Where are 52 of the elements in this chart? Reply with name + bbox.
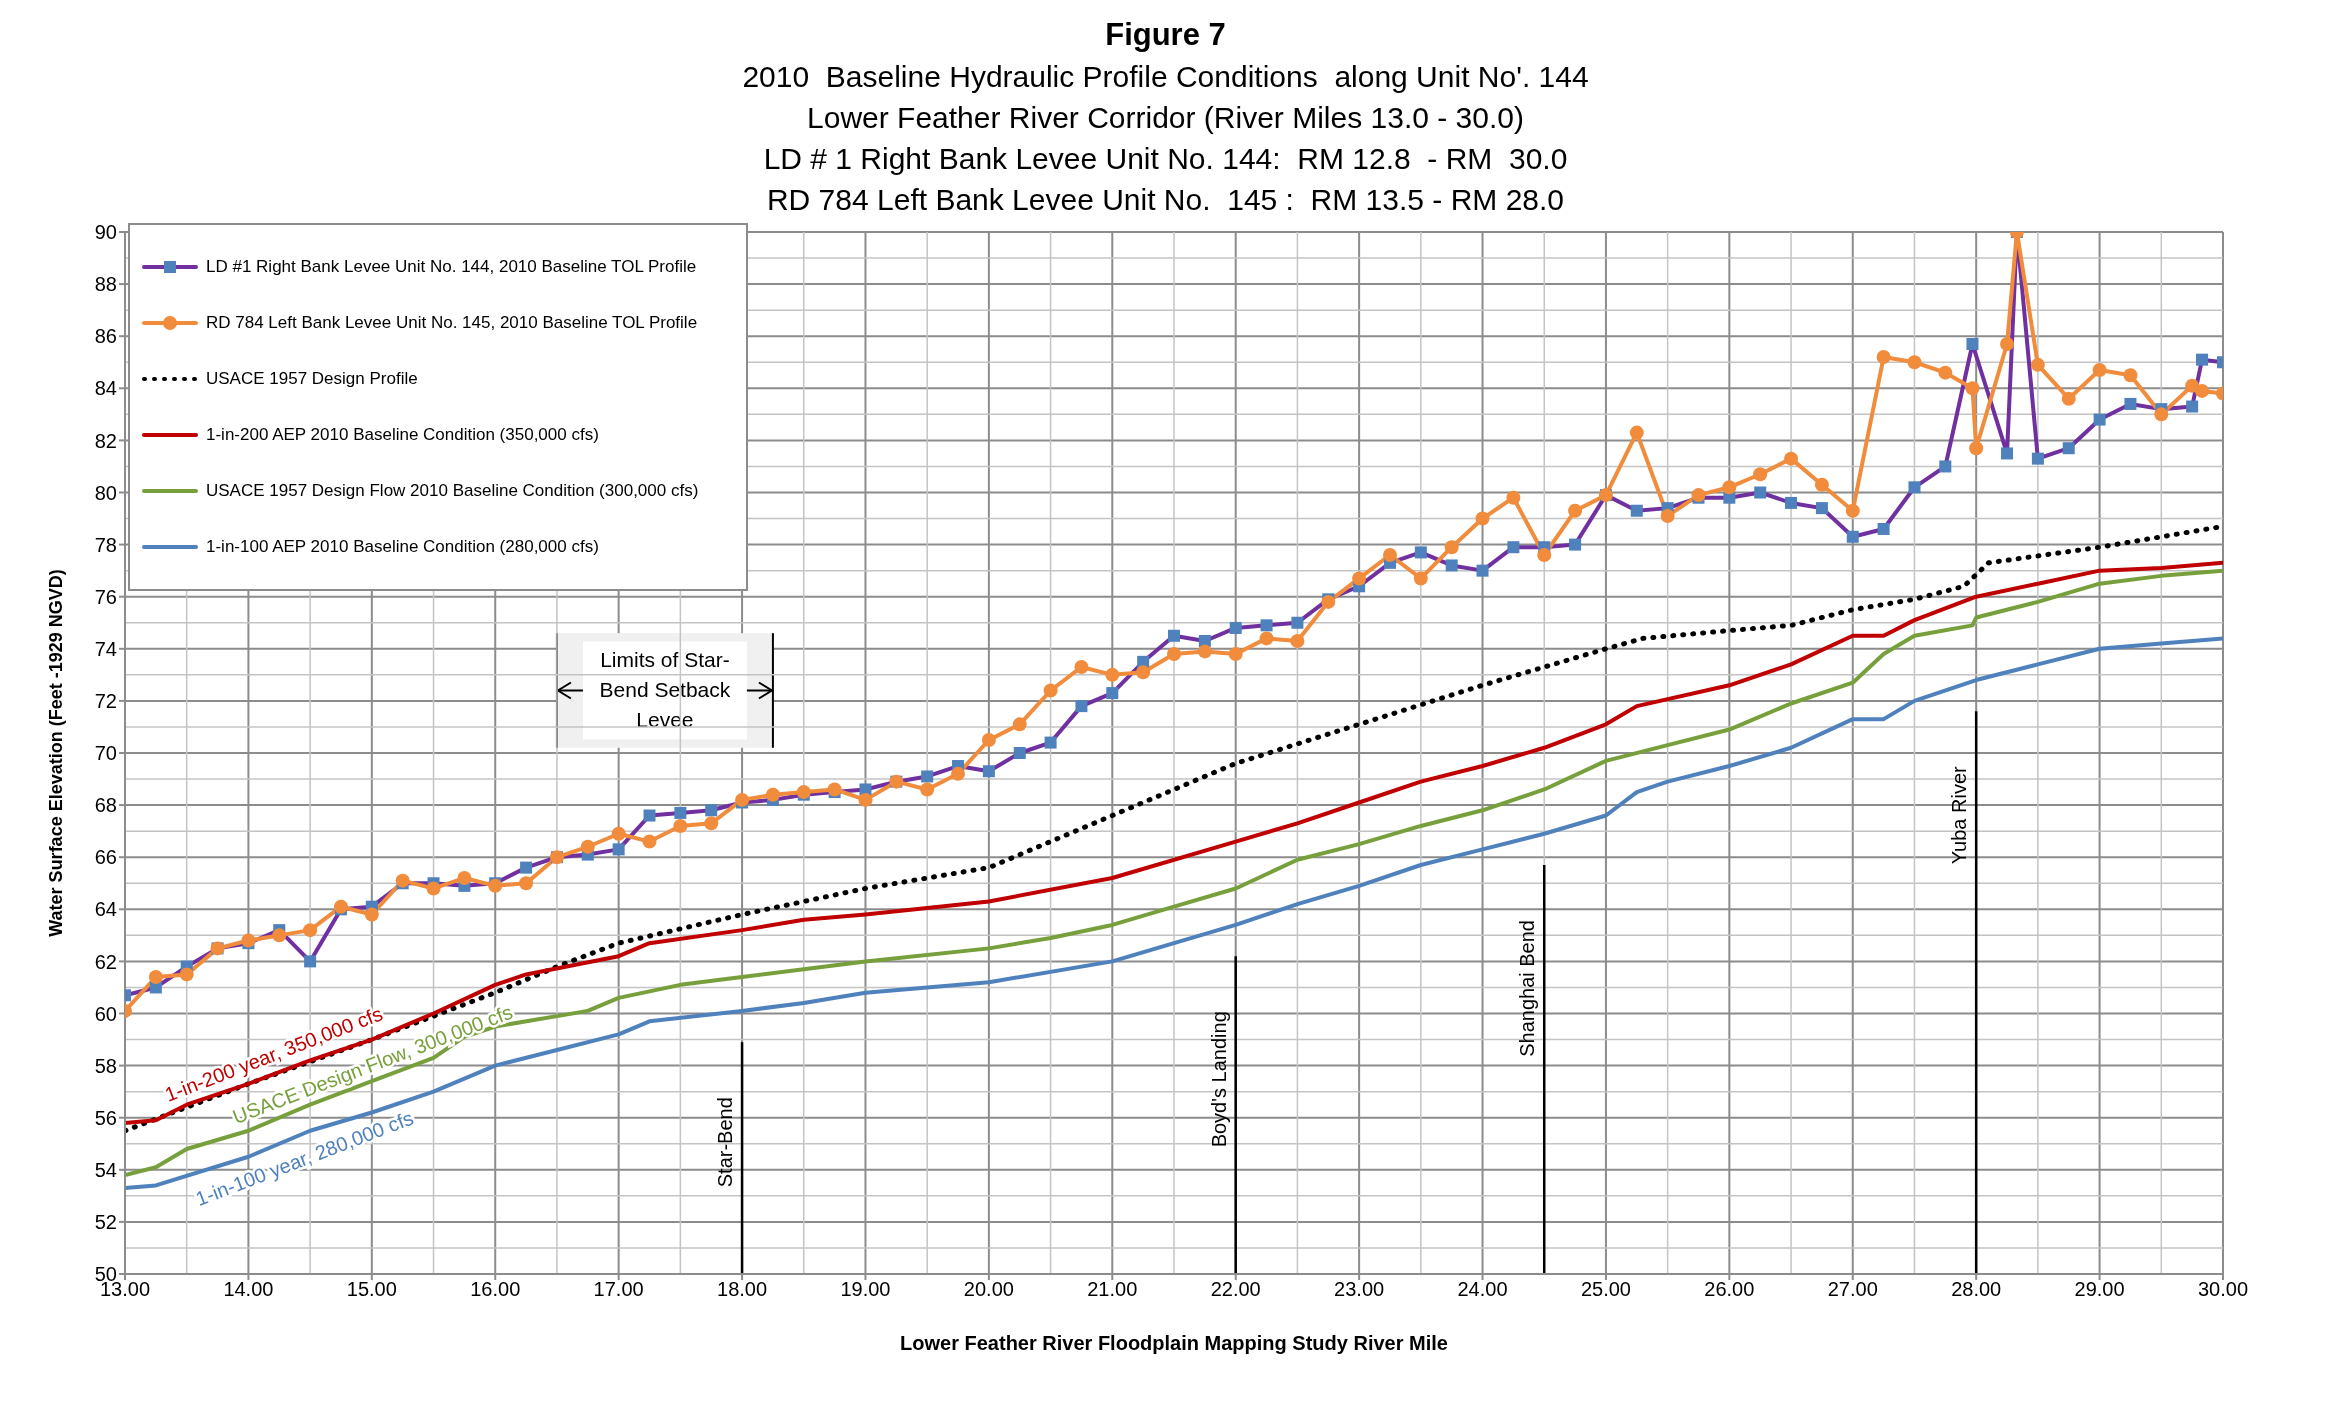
x-tick-label: 28.00: [1951, 1278, 2002, 1301]
legend-label: 1-in-200 AEP 2010 Baseline Condition (350,000 cfs): [206, 425, 599, 445]
x-tick-label: 23.00: [1334, 1278, 1385, 1301]
y-tick-label: 82: [94, 429, 117, 452]
y-tick-label: 56: [94, 1106, 117, 1129]
y-tick-label: 52: [94, 1211, 117, 1233]
legend-label: USACE 1957 Design Flow 2010 Baseline Condition (300,000 cfs): [206, 481, 699, 501]
x-tick-label: 26.00: [1704, 1278, 1755, 1301]
ref-line-label: Boyd's Landing: [1207, 1011, 1230, 1148]
y-tick-label: 76: [94, 585, 117, 608]
x-tick-label: 20.00: [963, 1278, 1014, 1301]
x-axis-title: Lower Feather River Floodplain Mapping Study River Mile: [900, 1332, 1448, 1354]
x-tick-label: 25.00: [1580, 1278, 1631, 1301]
legend-label: LD #1 Right Bank Levee Unit No. 144, 2010 Baseline TOL Profile: [206, 257, 697, 277]
y-axis-title: Water Surface Elevation (Feet -1929 NGVD): [46, 569, 67, 937]
y-tick-label: 90: [94, 221, 117, 244]
x-tick-label: 18.00: [717, 1278, 768, 1301]
x-tick-label: 24.00: [1457, 1278, 1508, 1301]
y-tick-label: 64: [94, 898, 117, 921]
x-tick-label: 16.00: [470, 1278, 521, 1301]
x-tick-label: 15.00: [346, 1278, 397, 1301]
chart-title: Figure 7: [1104, 16, 1227, 54]
x-tick-label: 29.00: [2074, 1278, 2125, 1301]
x-tick-label: 19.00: [840, 1278, 891, 1301]
legend-label: 1-in-100 AEP 2010 Baseline Condition (280,000 cfs): [206, 537, 599, 557]
y-tick-label: 84: [94, 377, 117, 400]
x-tick-label: 21.00: [1087, 1278, 1138, 1301]
y-tick-label: 70: [94, 742, 117, 765]
chart-subtitle: 2010 Baseline Hydraulic Profile Conditions along Unit No'. 144 Lower Feather River Corridor (River Miles 13.0 - 30.0) LD # 1 Right Bank Levee Unit No. 144: RM 12.8 - RM 30.0 RD 784 Left Bank Levee Unit No. 145 : RM 13.5 - RM 28.0: [741, 59, 1590, 218]
legend-label: USACE 1957 Design Profile: [206, 369, 418, 389]
x-tick-label: 14.00: [223, 1278, 274, 1301]
ref-line-label: Shanghai Bend: [1516, 920, 1539, 1057]
y-tick-label: 80: [94, 481, 117, 504]
y-tick-label: 78: [94, 533, 117, 556]
ref-line-label: Star-Bend: [714, 1097, 737, 1188]
band-label: Limits of Star-Bend Setback Levee: [599, 648, 731, 732]
y-tick-label: 74: [94, 637, 117, 660]
x-tick-label: 22.00: [1210, 1278, 1261, 1301]
y-tick-label: 60: [94, 1002, 117, 1025]
x-tick-label: 30.00: [2197, 1278, 2249, 1301]
legend-label: RD 784 Left Bank Levee Unit No. 145, 2010 Baseline TOL Profile: [206, 313, 698, 333]
y-tick-label: 62: [94, 950, 117, 973]
y-tick-label: 72: [94, 690, 117, 712]
y-tick-label: 58: [94, 1054, 117, 1077]
y-tick-label: 66: [94, 846, 117, 869]
x-tick-label: 27.00: [1827, 1278, 1878, 1301]
y-tick-label: 86: [94, 325, 117, 348]
y-tick-label: 54: [94, 1158, 117, 1181]
y-tick-label: 88: [94, 273, 117, 296]
y-tick-label: 68: [94, 794, 117, 817]
ref-line-label: Yuba River: [1948, 765, 1971, 865]
x-tick-label: 17.00: [593, 1278, 644, 1301]
